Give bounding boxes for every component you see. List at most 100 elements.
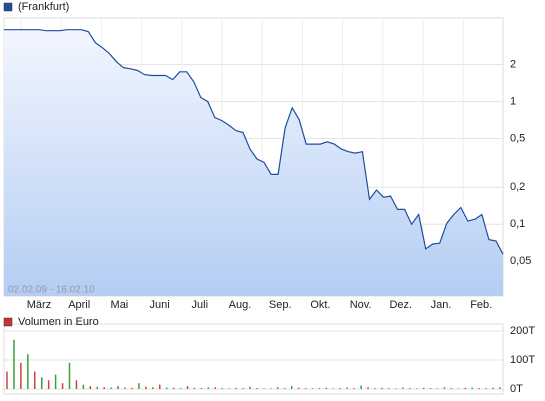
area [4, 29, 503, 296]
volume-bar [395, 388, 397, 389]
volume-bar [186, 386, 189, 389]
volume-bar [40, 377, 43, 389]
volume-bar [214, 387, 217, 389]
volume-bar [332, 388, 335, 389]
volume-bar [249, 386, 251, 389]
volume-bar [131, 387, 133, 389]
volume-bar [471, 387, 473, 389]
volume-bar [283, 388, 286, 389]
volume-bar [270, 388, 272, 389]
volume-bar [13, 339, 15, 389]
volume-bar [228, 388, 230, 389]
volume-bar [235, 387, 237, 389]
volume-bar [457, 388, 460, 389]
x-tick-label: März [27, 299, 51, 311]
x-tick-label: Dez. [389, 299, 412, 311]
y-tick-label: 0,5 [510, 132, 525, 144]
volume-bar [339, 388, 342, 389]
volume-frame [3, 323, 504, 395]
volume-bar [429, 388, 432, 389]
legend-label: (Frankfurt) [18, 1, 69, 13]
volume-bar [145, 386, 147, 389]
volume-bar [61, 383, 64, 389]
volume-bar [221, 388, 224, 389]
volume-bar [318, 388, 321, 389]
x-tick-label: Mai [111, 299, 129, 311]
volume-bar [485, 388, 487, 389]
volume-bar [6, 371, 8, 389]
volume-bar [152, 387, 154, 389]
volume-bar [263, 388, 265, 389]
x-tick-label: Feb. [470, 299, 492, 311]
y-tick-label: 1 [510, 95, 516, 107]
x-tick-label: Aug. [229, 299, 252, 311]
volume-bar [464, 387, 467, 389]
volume-bar [82, 384, 85, 389]
x-tick-label: Jan. [431, 299, 452, 311]
y-tick-label: 0T [510, 383, 523, 395]
volume-bar [422, 387, 425, 389]
volume-bar [388, 388, 390, 389]
volume-bar [478, 388, 480, 389]
volume-bar [367, 387, 369, 389]
volume-bar [54, 374, 57, 389]
volume-bar [193, 387, 196, 389]
volume-bar [103, 387, 105, 389]
volume-bar [408, 388, 411, 389]
volume-bar [415, 388, 418, 389]
y-tick-label: 0,1 [510, 218, 525, 230]
y-tick-label: 2 [510, 59, 516, 71]
volume-bar [374, 388, 376, 389]
volume-bar [436, 388, 439, 389]
volume-bar [346, 387, 348, 389]
volume-bar [96, 386, 99, 389]
legend-label: Volumen in Euro [18, 316, 99, 328]
legend-swatch [3, 317, 13, 327]
volume-bar [360, 385, 362, 389]
volume-bar [89, 386, 92, 389]
price-line [4, 29, 504, 255]
date-range: 02.02.09 - 16.02.10 [8, 285, 95, 296]
volume-bar [47, 380, 50, 389]
volume-bar [499, 387, 501, 389]
x-tick-label: Okt. [310, 299, 330, 311]
x-tick-label: April [68, 299, 90, 311]
volume-bar [138, 383, 140, 389]
legend-swatch [3, 2, 13, 12]
x-tick-label: Juli [192, 299, 209, 311]
volume-bar [450, 388, 453, 389]
volume-bar [172, 387, 175, 389]
y-tick-label: 0,05 [510, 255, 531, 267]
volume-bar [27, 354, 29, 389]
volume-bar [159, 384, 161, 389]
y-tick-label: 100T [510, 354, 535, 366]
volume-bar [402, 387, 404, 389]
volume-bar [34, 371, 36, 389]
volume-bar [117, 386, 119, 389]
volume-bar [179, 388, 182, 389]
volume-bar [165, 387, 168, 389]
volume-bar [290, 386, 293, 389]
x-tick-label: Juni [150, 299, 170, 311]
volume-bar [110, 387, 112, 389]
x-tick-label: Nov. [350, 299, 372, 311]
volume-bar [492, 387, 494, 389]
volume-bar [297, 387, 300, 389]
volume-bar [443, 387, 446, 389]
volume-bar [256, 388, 258, 389]
volume-bar [381, 387, 383, 389]
volume-bar [242, 388, 244, 389]
volume-bar [304, 388, 307, 389]
volume-bar [200, 388, 203, 389]
y-tick-label: 200T [510, 325, 535, 337]
volume-bar [311, 388, 314, 389]
volume-bar [20, 362, 22, 389]
volume-bar [124, 387, 126, 389]
x-tick-label: Sep. [269, 299, 292, 311]
volume-bar [353, 388, 355, 389]
volume-bar [325, 387, 328, 389]
volume-bar [277, 387, 279, 389]
volume-bar [207, 387, 210, 389]
volume-bar [75, 380, 78, 389]
